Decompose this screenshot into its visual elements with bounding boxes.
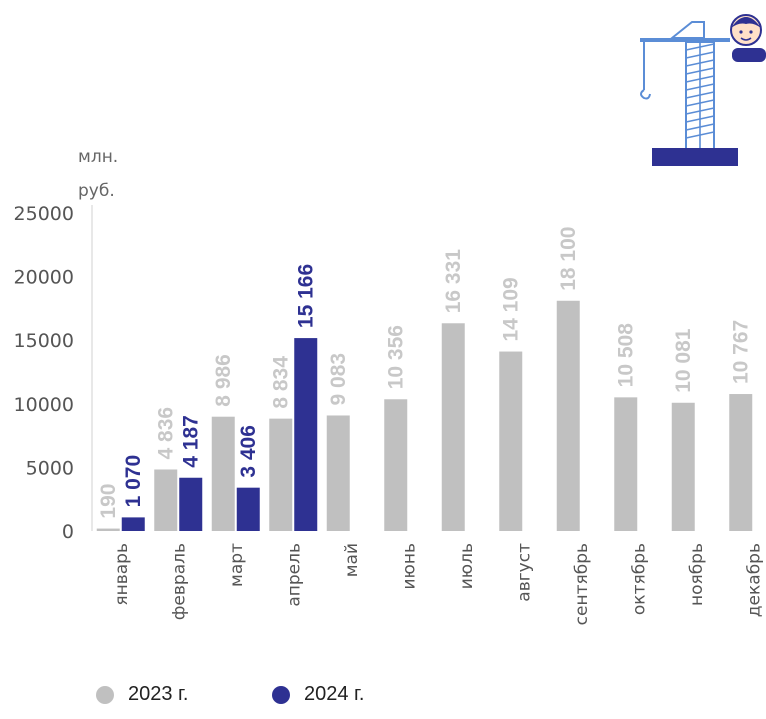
bar-2023: [499, 351, 523, 531]
value-label-2023: 8 986: [212, 354, 235, 407]
x-tick-label: февраль: [169, 543, 189, 620]
x-tick-label: май: [342, 543, 362, 577]
value-label-2023: 8 834: [270, 356, 293, 409]
value-label-2023: 10 356: [385, 325, 408, 389]
y-axis: 0 5000 10000 15000 20000 25000: [14, 203, 93, 543]
y-tick-label: 25000: [14, 203, 74, 225]
x-tick-label: сентябрь: [572, 543, 592, 625]
legend-item-2023: 2023 г.: [96, 683, 188, 706]
bar-2023: [269, 418, 293, 531]
unit-line-1: млн.: [78, 147, 119, 167]
bar-2023: [671, 402, 695, 531]
bar-2024: [179, 477, 203, 531]
x-tick-label: ноябрь: [687, 543, 707, 606]
x-tick-label: март: [227, 543, 247, 587]
value-label-2023: 18 100: [557, 227, 580, 291]
value-label-2023: 10 508: [615, 323, 638, 388]
x-tick-label: декабрь: [744, 543, 764, 617]
bar-2023: [96, 528, 120, 531]
bar-2024: [236, 487, 260, 531]
legend-swatch-2024: [272, 685, 290, 704]
value-label-2023: 9 083: [327, 353, 350, 406]
unit-line-2: руб.: [78, 181, 115, 201]
value-label-2023: 4 836: [155, 407, 178, 460]
y-tick-label: 20000: [14, 267, 74, 289]
x-axis: январь февраль март апрель май июнь июль август…: [112, 543, 765, 625]
y-tick-label: 15000: [14, 330, 74, 352]
bar-2023: [441, 323, 465, 531]
legend-item-2024: 2024 г.: [272, 683, 364, 706]
y-tick-label: 5000: [26, 457, 74, 479]
bar-2023: [614, 397, 638, 531]
value-label-2023: 10 081: [672, 328, 695, 393]
x-tick-label: июль: [457, 543, 477, 589]
bar-2024: [121, 517, 145, 531]
x-tick-label: январь: [112, 543, 132, 606]
x-tick-label: октябрь: [629, 543, 649, 615]
y-tick-label: 10000: [14, 394, 74, 416]
value-label-2023: 16 331: [442, 249, 465, 314]
bar-2023: [729, 394, 753, 531]
bars: [96, 300, 753, 531]
value-label-2023: 190: [97, 484, 120, 519]
bar-2023: [326, 415, 350, 531]
construction-crane-worker-icon: [632, 8, 766, 168]
legend-label-2024: 2024 г.: [304, 683, 365, 705]
value-label-2024: 4 187: [180, 415, 203, 468]
value-label-2024: 3 406: [237, 425, 260, 478]
x-tick-label: апрель: [284, 543, 304, 607]
value-label-2023: 10 767: [730, 320, 753, 384]
value-label-2024: 1 070: [122, 455, 145, 508]
legend-swatch-2023: [96, 685, 114, 704]
x-tick-label: июнь: [399, 543, 419, 590]
value-label-2023: 14 109: [500, 277, 523, 341]
value-label-2024: 15 166: [295, 264, 318, 328]
bar-2023: [211, 416, 235, 531]
y-axis-unit-label: млн. руб.: [78, 140, 118, 208]
bar-2023: [154, 469, 178, 531]
x-tick-label: август: [514, 543, 534, 602]
bar-2023: [384, 399, 408, 531]
bar-2024: [294, 338, 318, 531]
legend-label-2023: 2023 г.: [128, 683, 189, 705]
bar-2023: [556, 300, 580, 531]
y-tick-label: 0: [62, 521, 74, 543]
